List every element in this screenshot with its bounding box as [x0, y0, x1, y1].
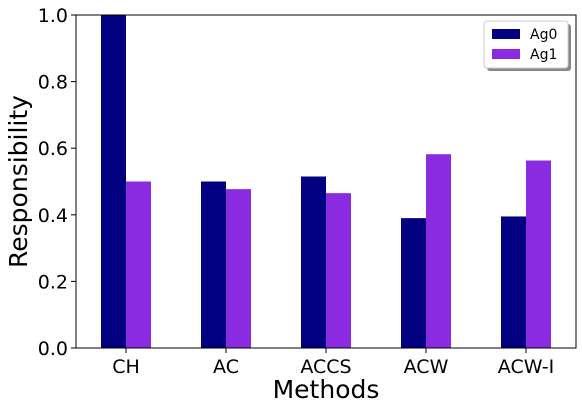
bar-ag1-acw-i: [526, 160, 551, 348]
y-tick-label: 0.8: [38, 72, 68, 94]
bar-ag0-acw: [401, 218, 426, 348]
y-axis-title: Responsibility: [4, 95, 33, 268]
x-tick-label: AC: [213, 356, 239, 378]
bar-ag1-ch: [126, 181, 151, 348]
legend-label-ag1: Ag1: [530, 47, 557, 63]
y-axis-ticks: 0.0 0.2 0.4 0.6 0.8 1.0: [38, 5, 76, 360]
y-tick-label: 0.0: [38, 338, 68, 360]
x-tick-label: ACCS: [300, 356, 351, 378]
bar-ag0-ac: [201, 181, 226, 348]
bar-ag0-ch: [101, 15, 126, 348]
bar-ag0-accs: [301, 176, 326, 348]
legend-label-ag0: Ag0: [530, 27, 557, 43]
y-tick-label: 0.4: [38, 205, 68, 227]
y-tick-label: 1.0: [38, 5, 68, 27]
y-tick-label: 0.6: [38, 138, 68, 160]
x-tick-label: ACW: [404, 356, 449, 378]
legend-swatch-ag0: [492, 29, 520, 39]
x-axis-ticks: CH AC ACCS ACW ACW-I: [112, 348, 554, 378]
bar-ag1-acw: [426, 154, 451, 348]
y-tick-label: 0.2: [38, 271, 68, 293]
x-tick-label: ACW-I: [498, 356, 554, 378]
x-axis-title: Methods: [273, 375, 380, 404]
x-tick-label: CH: [112, 356, 140, 378]
bar-ag0-acw-i: [501, 216, 526, 348]
bar-ag1-ac: [226, 189, 251, 348]
legend-swatch-ag1: [492, 49, 520, 59]
bar-ag1-accs: [326, 193, 351, 348]
bars-group: [101, 15, 551, 348]
